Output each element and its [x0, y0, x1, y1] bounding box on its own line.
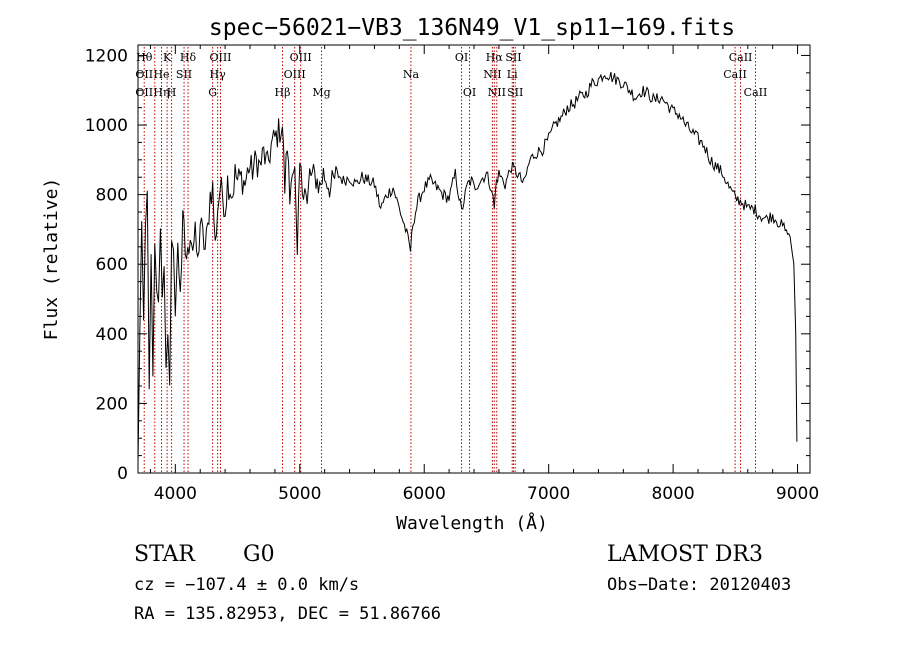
y-tick-label: 1200 [85, 46, 128, 66]
axis-tick-labels: 4000 5000 6000 7000 8000 9000 0 200 400 600 800 100… [85, 46, 819, 504]
marker-label: SII [176, 68, 192, 81]
marker-label: NII [483, 68, 501, 81]
marker-label: Hγ [210, 68, 227, 81]
x-tick-label: 5000 [278, 484, 321, 504]
marker-label: CaII [729, 51, 753, 64]
x-axis-label: Wavelength (Å) [396, 512, 548, 534]
x-tick-label: 6000 [403, 484, 446, 504]
y-axis-label: Flux (relative) [41, 178, 62, 341]
marker-label: G [208, 86, 217, 99]
marker-label: OI [455, 51, 468, 64]
marker-label: Li [507, 68, 518, 81]
marker-label: SII [507, 86, 523, 99]
marker-label: CaII [723, 68, 747, 81]
marker-label: Mg [312, 86, 330, 99]
marker-label: Hβ [275, 86, 291, 99]
y-tick-label: 600 [96, 255, 128, 275]
spectral-line-markers [143, 47, 756, 473]
marker-label: He [153, 68, 169, 81]
coordinates: RA = 135.82953, DEC = 51.86766 [134, 604, 441, 624]
x-tick-label: 7000 [527, 484, 570, 504]
marker-label: Hη [153, 86, 169, 99]
plot-frame [137, 44, 811, 474]
marker-label: OII [135, 68, 153, 81]
y-tick-label: 1000 [85, 116, 128, 136]
x-tick-label: 4000 [154, 484, 197, 504]
y-tick-label: 0 [117, 464, 128, 484]
object-subclass: G0 [243, 542, 275, 567]
redshift-value: cz = −107.4 ± 0.0 km/s [134, 575, 359, 595]
x-tick-label: 9000 [776, 484, 819, 504]
marker-label: Na [403, 68, 420, 81]
marker-label: CaII [744, 86, 768, 99]
marker-label: Hδ [180, 51, 197, 64]
marker-label: OIII [290, 51, 312, 64]
marker-label: OII [135, 86, 153, 99]
chart-title: spec−56021−VB3_136N49_V1_sp11−169.fits [209, 15, 735, 41]
series-line [137, 71, 798, 464]
observation-date: Obs−Date: 20120403 [607, 575, 791, 595]
marker-label: Hθ [136, 51, 153, 64]
y-tick-label: 400 [96, 325, 128, 345]
spectrum-series [137, 71, 798, 464]
x-tick-label: 8000 [651, 484, 694, 504]
marker-label: SII [505, 51, 521, 64]
y-tick-label: 200 [96, 394, 128, 414]
axis-ticks [138, 45, 810, 474]
marker-label: OIII [284, 68, 306, 81]
object-class: STAR [134, 542, 196, 567]
marker-label: Hα [486, 51, 504, 64]
marker-label: OIII [209, 51, 231, 64]
marker-label: OI [463, 86, 476, 99]
marker-label: K [163, 51, 172, 64]
survey-name: LAMOST DR3 [607, 542, 763, 567]
y-tick-label: 800 [96, 186, 128, 206]
marker-label: H [167, 86, 177, 99]
marker-label: NII [488, 86, 506, 99]
